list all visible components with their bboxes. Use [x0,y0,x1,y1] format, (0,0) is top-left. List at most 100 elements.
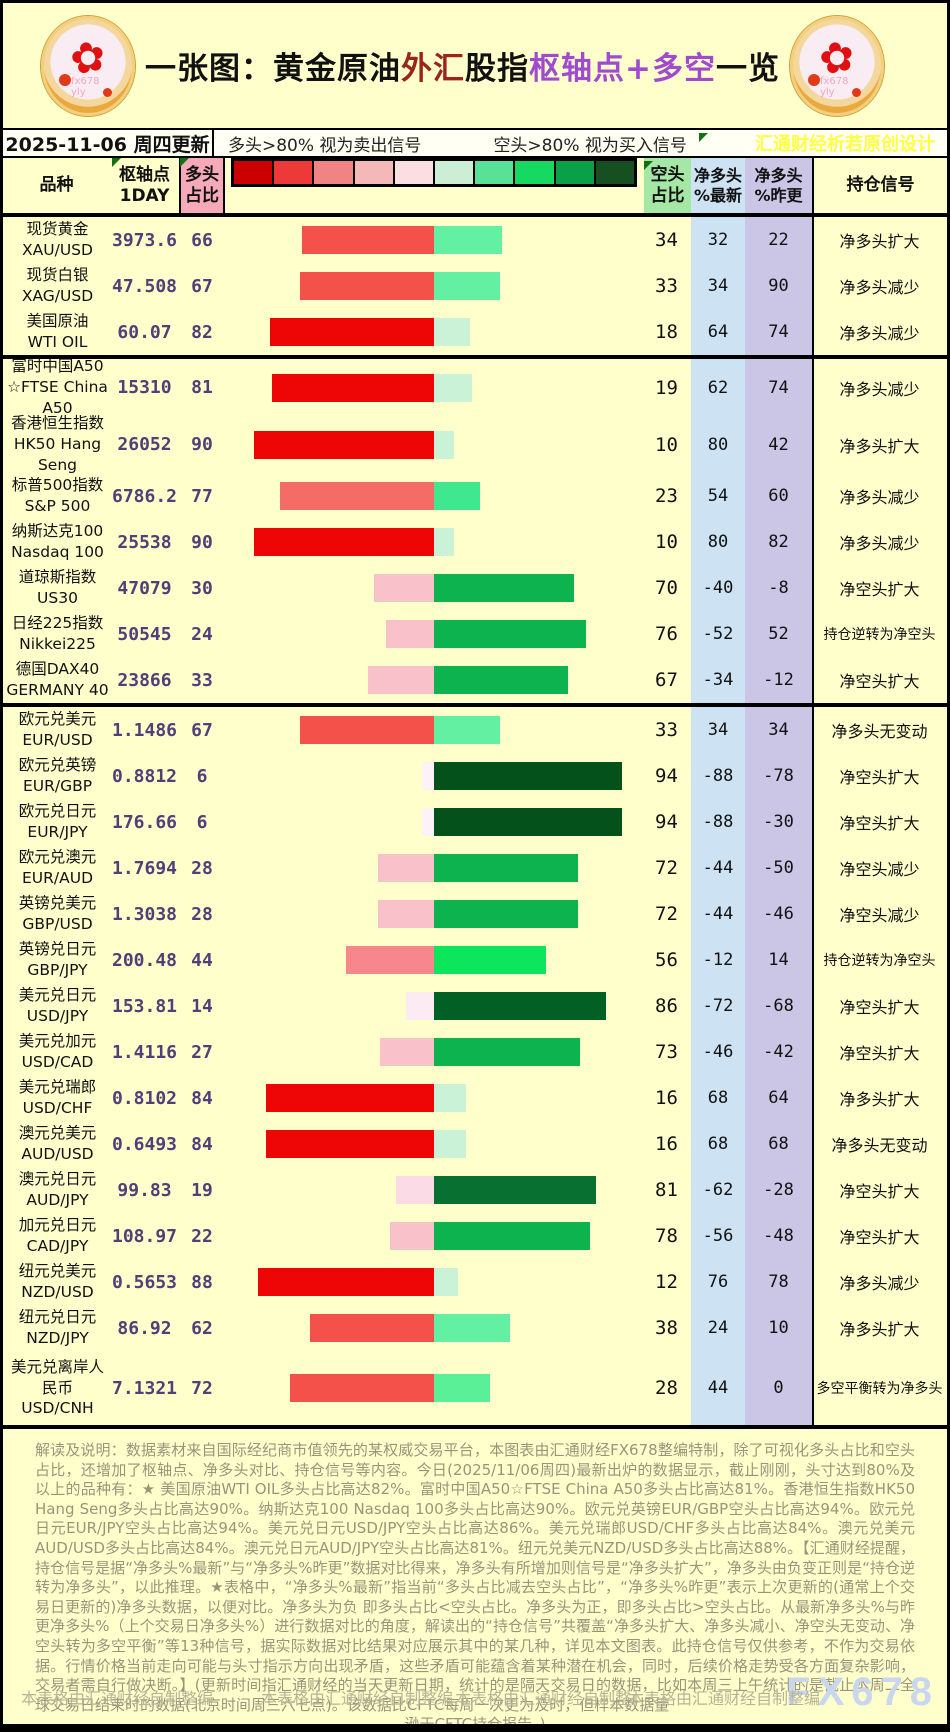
long-ratio-value: 33 [191,669,213,691]
long-ratio-value: 6 [196,765,208,787]
position-signal: 多空平衡转为净多头 [816,1381,943,1397]
net-long-previous-value: 82 [768,532,789,552]
short-ratio-value: 23 [655,485,678,507]
table-row: 美元兑瑞郎 USD/CHF 0.8102 84 16 68 64 净多头扩大 [3,1075,947,1121]
long-bar [422,762,434,790]
long-bar [272,373,434,402]
footer-notes: 解读及说明：数据素材来自国际经纪商市值领先的某权威交易平台，本图表由汇通财经FX… [3,1429,947,1724]
net-long-previous-value: 60 [768,486,789,506]
short-ratio-value: 34 [655,229,678,251]
instrument-name: 欧元兑英镑 EUR/GBP [5,753,110,799]
long-ratio-value: 27 [191,1041,213,1063]
col-header-instrument: 品种 [39,175,74,196]
net-long-previous-value: -46 [763,904,794,924]
long-bar [396,1176,434,1204]
position-signal: 净空头扩大 [839,1228,920,1247]
table-row: 欧元兑澳元 EUR/AUD 1.7694 28 72 -44 -50 净空头减少 [3,845,947,891]
long-ratio-value: 30 [191,577,213,599]
instrument-name: 欧元兑澳元 EUR/AUD [5,845,110,891]
legend-long-rule: 多头>80% 视为卖出信号 [228,135,422,156]
short-bar [434,1176,596,1204]
net-long-latest-value: 44 [707,1378,729,1398]
logo-watermark: fx678 yly [71,75,100,98]
instrument-name-line: CAD/JPY [26,1237,89,1255]
pivot-value: 6786.2 [111,485,178,507]
long-ratio-value: 22 [191,1225,213,1247]
instrument-name: 纳斯达克100 Nasdaq 100 [5,519,110,565]
instrument-name-line: 日经225指数 [11,614,104,633]
table-row: 澳元兑日元 AUD/JPY 99.83 19 81 -62 -28 净空头扩大 [3,1167,947,1213]
table-row: 纽元兑美元 NZD/USD 0.5653 88 12 76 78 净多头减少 [3,1259,947,1305]
net-long-latest-value: 64 [707,322,729,342]
position-signal: 净空头扩大 [839,814,920,833]
legend-short-rule: 空头>80% 视为买入信号 [493,135,687,156]
instrument-name-line: 澳元兑美元 [18,1124,97,1143]
pivot-value: 15310 [117,377,172,398]
short-bar [434,482,480,510]
col-header-pivot: 枢轴点 1DAY [119,165,170,206]
long-ratio-value: 67 [191,275,213,297]
long-bar [300,716,434,744]
pivot-value: 1.1486 [111,719,178,741]
table-body: 现货黄金 XAU/USD 3973.6 66 34 32 22 净多头扩大 现货白… [3,217,947,1429]
credits-row: FX678 本表格由汇通财经自制整编 本表格由汇通财经自制整编 本表格由汇通财经自制… [3,1670,947,1715]
instrument-name-line: 欧元兑美元 [18,710,97,729]
long-bar [266,1084,434,1112]
table-row: 英镑兑日元 GBP/JPY 200.48 44 56 -12 14 持仓逆转为净空… [3,937,947,983]
color-scale-cell [555,161,594,184]
instrument-name: 美元兑日元 USD/JPY [5,983,110,1029]
net-long-latest-value: 68 [707,1088,729,1108]
instrument-name-line: US30 [37,589,78,607]
flower-dot-icon [851,87,861,97]
title-band: ✿ fx678 yly 一张图：黄金原油外汇股指枢轴点+多空一览 ✿ fx678 y… [3,3,947,130]
instrument-name-line: S&P 500 [24,497,91,515]
long-ratio-value: 88 [191,1271,213,1293]
long-bar [280,482,434,510]
long-ratio-value: 6 [196,811,208,833]
short-ratio-value: 19 [655,376,678,399]
instrument-name: 标普500指数 S&P 500 [5,473,110,519]
table-row: 德国DAX40 GERMANY 40 23866 33 67 -34 -12 净空… [3,657,947,703]
pivot-value: 99.83 [117,1179,172,1201]
title-segment: 外汇 [401,51,465,87]
short-bar [434,620,586,648]
long-ratio-value: 28 [191,903,213,925]
short-ratio-value: 86 [655,995,678,1017]
pivot-value: 108.97 [111,1225,178,1247]
short-bar [434,992,606,1020]
table-row: 富时中国A50 ☆FTSE China A50 15310 81 19 62 74 … [3,357,947,417]
table-row: 纳斯达克100 Nasdaq 100 25538 90 10 80 82 净多头减… [3,519,947,565]
instrument-name-line: A50 [42,398,73,417]
net-long-previous-value: -8 [768,578,789,598]
net-long-previous-value: 42 [768,434,789,455]
page-title: 一张图：黄金原油外汇股指枢轴点+多空一览 [145,43,780,88]
color-scale-cell [354,161,393,184]
instrument-name: 道琼斯指数 US30 [5,565,110,611]
short-ratio-value: 76 [655,623,678,645]
pivot-value: 25538 [117,531,172,553]
short-bar [434,272,500,300]
short-bar [434,854,578,882]
instrument-name-line: WTI OIL [27,333,88,351]
group-divider [3,703,947,707]
long-bar [380,1038,434,1066]
short-bar [434,1222,590,1250]
instrument-name: 现货黄金 XAU/USD [5,217,110,263]
instrument-name-line: HK50 Hang [13,435,102,454]
pivot-value: 0.8812 [111,765,178,787]
net-long-previous-column-stripe [745,217,812,1425]
position-signal: 净多头扩大 [839,1090,920,1109]
comment-marker-icon [180,158,189,167]
flower-icon: ✿ [65,29,111,85]
position-signal: 净多头无变动 [831,722,928,741]
signal-column-border [812,217,814,1425]
table-header: 品种 枢轴点 1DAY 多头 占比 空头 占比 净多头 %最新 净多头 %昨更 … [3,158,947,217]
table-row: 美元兑加元 USD/CAD 1.4116 27 73 -46 -42 净空头扩大 [3,1029,947,1075]
instrument-name: 美国原油 WTI OIL [5,309,110,355]
short-ratio-value: 10 [655,433,678,456]
net-long-latest-value: -62 [702,1180,734,1200]
strip-divider [212,130,214,156]
long-ratio-value: 28 [191,857,213,879]
pivot-value: 1.4116 [111,1041,178,1063]
